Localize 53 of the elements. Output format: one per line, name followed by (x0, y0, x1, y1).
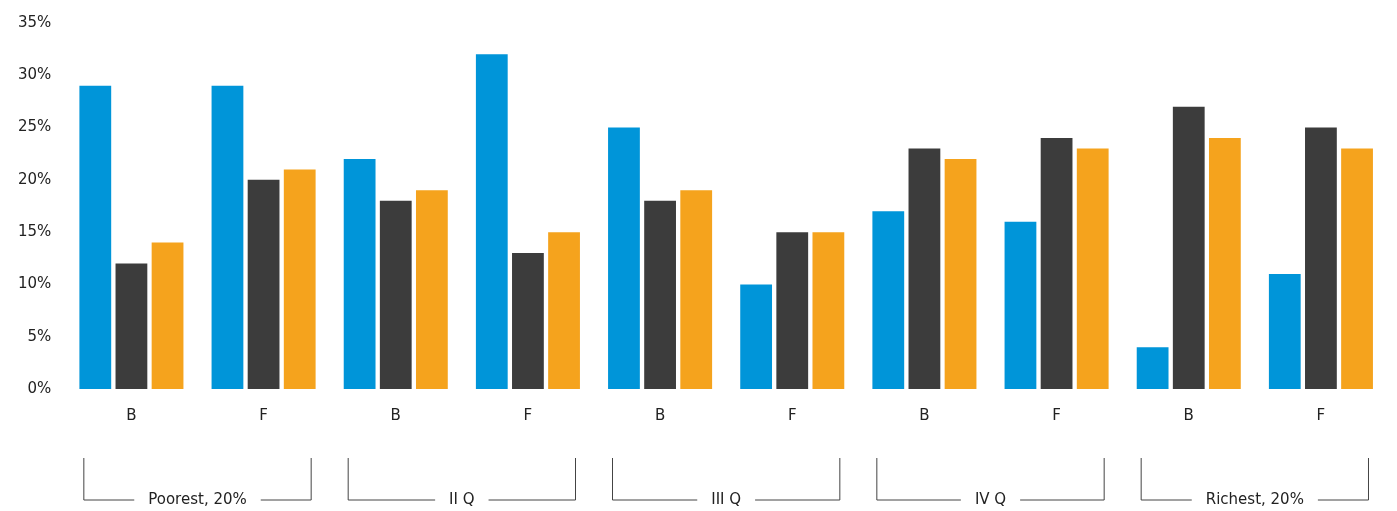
text: Poorest, 20% (148, 489, 247, 508)
bar (1004, 221, 1037, 389)
bar (379, 200, 412, 389)
bar (79, 85, 112, 389)
x-tick-label: B (654, 405, 666, 424)
y-tick-label: 10% (18, 274, 52, 293)
text: II Q (449, 489, 475, 508)
text: III Q (711, 489, 742, 508)
bar (211, 85, 244, 389)
y-tick-label: 20% (18, 169, 52, 188)
bar (283, 169, 316, 389)
x-tick-label: F (787, 405, 797, 424)
bar (740, 284, 773, 389)
x-tick-label: F (1052, 405, 1061, 424)
bar (908, 148, 941, 389)
bar (1341, 148, 1373, 389)
y-tick-label: 35% (18, 12, 52, 31)
y-tick-label: 25% (18, 117, 52, 136)
x-tick-label: F (523, 405, 533, 424)
bar (872, 211, 905, 389)
bar (475, 54, 508, 389)
text: Richest, 20% (1205, 489, 1304, 508)
bar (680, 190, 713, 389)
bar (1268, 273, 1301, 389)
x-tick-label: F (259, 405, 268, 424)
bar (1040, 138, 1073, 389)
x-tick-label: B (390, 405, 401, 424)
bar (812, 232, 845, 389)
bar (343, 158, 376, 389)
bar (548, 232, 580, 389)
y-tick-label: 15% (18, 222, 52, 241)
x-tick-label: B (1183, 405, 1194, 424)
y-tick-label: 5% (27, 326, 52, 345)
x-tick-label: B (919, 405, 930, 424)
bar (1208, 138, 1241, 389)
x-tick-label: F (1316, 405, 1326, 424)
bar (415, 190, 448, 389)
bar (247, 179, 280, 389)
text: IV Q (974, 489, 1007, 508)
y-tick-label: 30% (18, 65, 52, 84)
bar (1172, 106, 1205, 389)
bar (644, 200, 676, 389)
y-tick-label: 0% (27, 378, 52, 397)
bar (115, 263, 148, 389)
bar (1136, 347, 1169, 389)
bar (1305, 127, 1337, 389)
bar (944, 158, 977, 389)
bar (776, 232, 809, 389)
bar (608, 127, 640, 389)
bar (512, 253, 544, 389)
bar (1076, 148, 1109, 389)
x-tick-label: B (126, 405, 137, 424)
bar (151, 242, 184, 389)
